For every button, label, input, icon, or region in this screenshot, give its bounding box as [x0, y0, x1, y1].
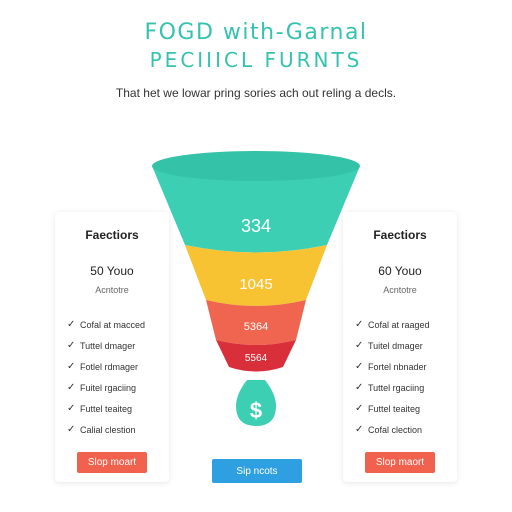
check-icon: ✓	[67, 424, 76, 435]
feature-item: ✓ Futtel teaiteg	[67, 398, 165, 419]
feature-item: ✓ Tuttel dmager	[67, 335, 165, 356]
feature-label: Tuitel dmager	[368, 340, 423, 351]
funnel-stage-4	[216, 340, 296, 372]
feature-item: ✓ Calial clestion	[67, 419, 165, 440]
check-icon: ✓	[355, 319, 364, 330]
feature-label: Cofal at macced	[80, 319, 146, 330]
check-icon: ✓	[67, 340, 76, 351]
feature-item: ✓ Cofal clection	[355, 419, 453, 440]
funnel-stage-1	[152, 166, 360, 253]
funnel-stage-1-top	[152, 151, 360, 181]
check-icon: ✓	[67, 403, 76, 414]
feature-item: ✓ Futtel teaiteg	[355, 398, 453, 419]
feature-list: ✓ Cofal at macced ✓ Tuttel dmager ✓ Fotlel …	[67, 314, 165, 440]
card-cta-button[interactable]: Slop moart	[77, 452, 147, 473]
funnel-stage-3	[206, 300, 306, 345]
feature-label: Fuitel rgaciing	[80, 382, 137, 393]
feature-label: Cofal clection	[368, 424, 423, 435]
card-price: 50 Youo	[90, 264, 134, 278]
card-price: 60 Youo	[378, 264, 422, 278]
check-icon: ✓	[355, 361, 364, 372]
feature-label: Fortel nbnader	[368, 361, 427, 372]
funnel-stage-4-label: 5564	[245, 353, 268, 364]
check-icon: ✓	[67, 382, 76, 393]
feature-item: ✓ Cofal at raaged	[355, 314, 453, 335]
main-cta-button[interactable]: Sip ncots	[212, 459, 302, 483]
feature-item: ✓ Fotlel rdmager	[67, 356, 165, 377]
check-icon: ✓	[355, 403, 364, 414]
pricing-card-left: Faectiors 50 Youo Acntotre ✓ Cofal at mac…	[55, 212, 169, 482]
card-subtitle: Acntotre	[383, 285, 417, 295]
feature-item: ✓ Tuitel dmager	[355, 335, 453, 356]
feature-item: ✓ Cofal at macced	[67, 314, 165, 335]
feature-list: ✓ Cofal at raaged ✓ Tuitel dmager ✓ Fortel …	[355, 314, 453, 440]
feature-label: Tuttel rgaciing	[368, 382, 425, 393]
funnel-stage-2	[185, 245, 327, 306]
feature-label: Futtel teaiteg	[80, 403, 133, 414]
check-icon: ✓	[355, 340, 364, 351]
page-subtitle: That het we lowar pring sories ach out r…	[115, 86, 397, 100]
feature-label: Futtel teaiteg	[368, 403, 421, 414]
page-title: FOGD with-Garnal	[144, 20, 368, 45]
funnel-stage-1-label: 334	[241, 216, 271, 236]
card-subtitle: Acntotre	[95, 285, 129, 295]
check-icon: ✓	[67, 361, 76, 372]
check-icon: ✓	[355, 382, 364, 393]
check-icon: ✓	[67, 319, 76, 330]
card-cta-button[interactable]: Slop maort	[365, 452, 435, 473]
feature-item: ✓ Tuttel rgaciing	[355, 377, 453, 398]
feature-item: ✓ Fortel nbnader	[355, 356, 453, 377]
feature-label: Calial clestion	[80, 424, 136, 435]
page-title-line-2: PECIIICL FURNTS	[149, 48, 363, 72]
dollar-drop-icon: $	[236, 380, 276, 426]
funnel-stage-2-label: 1045	[239, 276, 272, 293]
feature-label: Cofal at raaged	[368, 319, 430, 330]
card-title: Faectiors	[373, 228, 427, 242]
feature-label: Tuttel dmager	[80, 340, 136, 351]
check-icon: ✓	[355, 424, 364, 435]
pricing-card-right: Faectiors 60 Youo Acntotre ✓ Cofal at raa…	[343, 212, 457, 482]
feature-item: ✓ Fuitel rgaciing	[67, 377, 165, 398]
funnel-stage-3-label: 5364	[244, 321, 268, 333]
dollar-symbol: $	[250, 398, 262, 423]
feature-label: Fotlel rdmager	[80, 361, 139, 372]
card-title: Faectiors	[85, 228, 139, 242]
